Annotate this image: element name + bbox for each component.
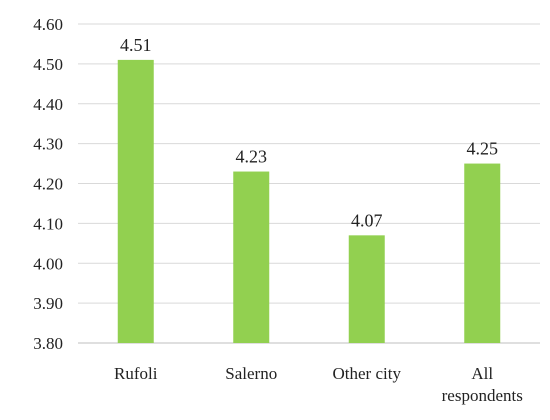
category-label-line: All [471,364,493,383]
bar [117,59,154,343]
bar [233,171,270,343]
gridlines [78,23,540,344]
y-tick-label: 4.50 [33,55,63,74]
category-label: Rufoli [114,364,158,383]
bar-value-label: 4.07 [351,210,383,230]
data-labels: 4.51 4.23 4.07 4.25 [120,35,498,230]
y-tick-label: 4.60 [33,15,63,34]
y-tick-label: 4.10 [33,214,63,233]
bar-value-label: 4.51 [120,35,152,55]
category-label-line: respondents [442,386,523,405]
bar-value-label: 4.23 [236,147,268,167]
bar [464,163,501,343]
category-label-line: Salerno [225,364,277,383]
y-tick-label: 3.90 [33,294,63,313]
y-tick-label: 4.30 [33,135,63,154]
category-label: Other city [333,364,402,383]
y-tick-label: 3.80 [33,334,63,353]
bar-value-label: 4.25 [467,139,499,159]
category-label-line: Rufoli [114,364,158,383]
x-axis-category-labels: Rufoli Salerno Other city All respondents [114,364,523,405]
category-label: Salerno [225,364,277,383]
category-label-line: Other city [333,364,402,383]
y-axis-tick-labels: 3.80 3.90 4.00 4.10 4.20 4.30 4.40 4.50 4.60 [33,15,63,353]
y-tick-label: 4.00 [33,254,63,273]
bars [117,59,501,343]
bar [348,235,385,343]
y-tick-label: 4.20 [33,175,63,194]
y-tick-label: 4.40 [33,95,63,114]
category-label: All respondents [442,364,523,405]
